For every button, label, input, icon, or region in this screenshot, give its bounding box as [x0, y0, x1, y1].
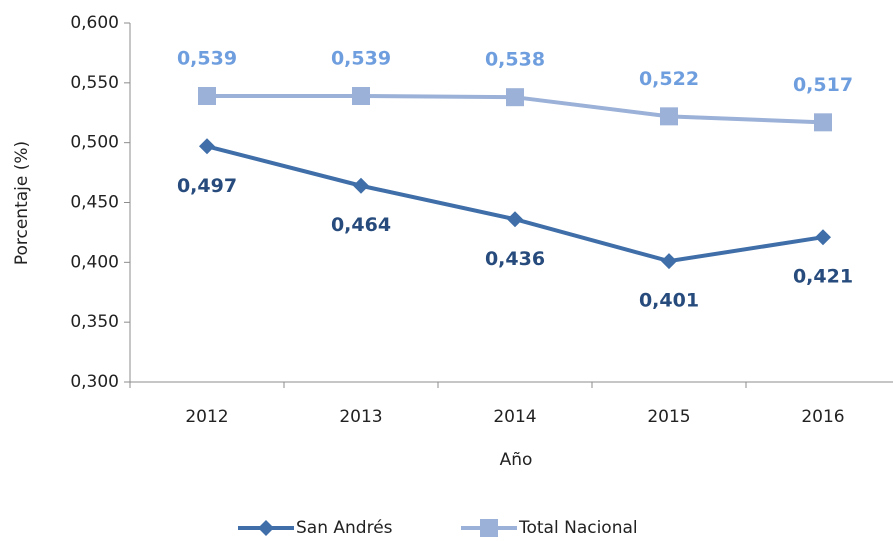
x-tick-label: 2014 — [493, 407, 536, 427]
data-label: 0,436 — [485, 248, 545, 270]
data-point — [198, 86, 216, 105]
series-line — [206, 144, 824, 264]
data-point — [661, 253, 677, 270]
data-point — [352, 86, 370, 105]
y-tick-label: 0,350 — [70, 312, 119, 332]
y-tick-label: 0,600 — [70, 13, 119, 33]
y-tick-label: 0,500 — [70, 133, 119, 153]
legend-label: San Andrés — [296, 518, 393, 538]
data-point — [815, 229, 831, 246]
data-label: 0,539 — [331, 47, 391, 69]
x-tick-label: 2013 — [339, 407, 382, 427]
data-point — [353, 177, 369, 194]
data-label: 0,464 — [331, 214, 391, 236]
data-point — [507, 211, 523, 228]
data-point — [199, 138, 215, 155]
data-label: 0,517 — [793, 74, 853, 96]
x-tick-label: 2016 — [801, 407, 844, 427]
data-label: 0,539 — [177, 47, 237, 69]
data-point — [506, 88, 524, 107]
x-tick-label: 2012 — [185, 407, 228, 427]
y-tick-label: 0,400 — [70, 252, 119, 272]
x-axis-label: Año — [500, 450, 533, 470]
data-point — [660, 107, 678, 126]
data-label: 0,497 — [177, 175, 237, 197]
data-label: 0,522 — [639, 68, 699, 90]
y-tick-label: 0,550 — [70, 73, 119, 93]
data-point — [814, 113, 832, 132]
x-tick-label: 2015 — [647, 407, 690, 427]
data-label: 0,421 — [793, 266, 853, 288]
legend-marker — [258, 520, 274, 536]
legend-marker — [480, 519, 498, 537]
y-tick-label: 0,450 — [70, 193, 119, 213]
y-tick-label: 0,300 — [70, 372, 119, 392]
y-axis-label: Porcentaje (%) — [12, 141, 32, 265]
data-label: 0,538 — [485, 49, 545, 71]
legend-label: Total Nacional — [518, 518, 638, 538]
data-label: 0,401 — [639, 290, 699, 312]
